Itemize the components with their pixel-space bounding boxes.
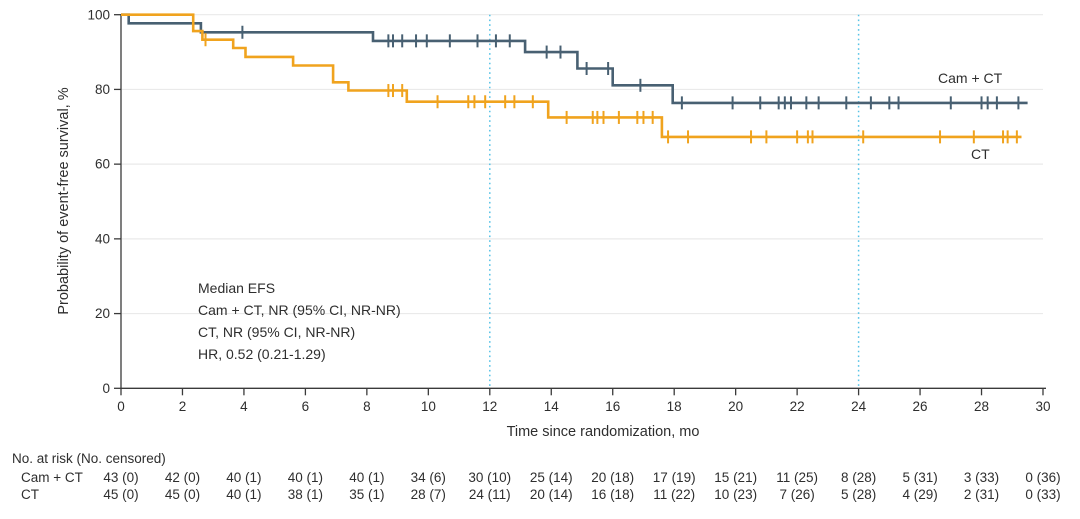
curve-label-ct: CT <box>971 146 990 162</box>
x-tick-label-18: 18 <box>667 399 682 414</box>
risk-value-cam-ct-8mo: 40 (1) <box>349 470 385 485</box>
x-tick-label-22: 22 <box>790 399 805 414</box>
y-tick-label-60: 60 <box>95 157 110 172</box>
y-tick-label-20: 20 <box>95 306 110 321</box>
x-tick-label-6: 6 <box>302 399 310 414</box>
x-tick-label-0: 0 <box>117 399 125 414</box>
x-tick-label-2: 2 <box>179 399 187 414</box>
x-tick-label-16: 16 <box>605 399 620 414</box>
x-axis-label: Time since randomization, mo <box>506 424 700 440</box>
x-tick-label-28: 28 <box>974 399 989 414</box>
risk-row-label-cam-ct: Cam + CT <box>21 470 83 485</box>
y-tick-label-100: 100 <box>87 7 110 22</box>
curve-label-cam-ct: Cam + CT <box>938 70 1003 86</box>
x-tick-label-12: 12 <box>482 399 497 414</box>
risk-table-title: No. at risk (No. censored) <box>12 451 166 466</box>
risk-value-cam-ct-14mo: 25 (14) <box>529 470 573 485</box>
x-tick-label-8: 8 <box>363 399 371 414</box>
y-tick-label-40: 40 <box>95 231 110 246</box>
x-tick-label-10: 10 <box>421 399 436 414</box>
risk-value-ct-4mo: 40 (1) <box>226 487 262 502</box>
y-tick-label-80: 80 <box>95 82 110 97</box>
risk-value-cam-ct-10mo: 34 (6) <box>410 470 446 485</box>
risk-value-cam-ct-12mo: 30 (10) <box>468 470 512 485</box>
risk-row-label-ct: CT <box>21 487 39 502</box>
km-curve-cam-ct <box>121 13 1028 105</box>
x-tick-label-4: 4 <box>240 399 248 414</box>
risk-value-ct-0mo: 45 (0) <box>103 487 139 502</box>
risk-value-cam-ct-28mo: 3 (33) <box>963 470 1000 485</box>
risk-value-cam-ct-0mo: 43 (0) <box>103 470 139 485</box>
risk-value-ct-12mo: 24 (11) <box>468 487 511 502</box>
risk-value-ct-14mo: 20 (14) <box>529 487 573 502</box>
risk-value-cam-ct-18mo: 17 (19) <box>652 470 696 485</box>
risk-value-cam-ct-22mo: 11 (25) <box>776 470 818 485</box>
x-tick-label-30: 30 <box>1035 399 1050 414</box>
risk-value-ct-28mo: 2 (31) <box>963 487 1000 502</box>
risk-value-ct-26mo: 4 (29) <box>902 487 938 502</box>
risk-value-cam-ct-24mo: 8 (28) <box>840 470 877 485</box>
annotation-line-3: CT, NR (95% CI, NR-NR) <box>198 324 356 340</box>
x-tick-label-20: 20 <box>728 399 743 414</box>
risk-value-ct-24mo: 5 (28) <box>840 487 877 502</box>
risk-value-ct-20mo: 10 (23) <box>714 487 758 502</box>
x-tick-label-26: 26 <box>913 399 928 414</box>
x-tick-label-14: 14 <box>544 399 560 414</box>
risk-value-ct-30mo: 0 (33) <box>1025 487 1061 502</box>
risk-value-cam-ct-26mo: 5 (31) <box>902 470 938 485</box>
risk-value-ct-10mo: 28 (7) <box>410 487 446 502</box>
annotation-line-1: Median EFS <box>198 280 276 296</box>
risk-value-ct-6mo: 38 (1) <box>287 487 324 502</box>
risk-value-ct-2mo: 45 (0) <box>164 487 201 502</box>
annotation-line-2: Cam + CT, NR (95% CI, NR-NR) <box>198 302 401 318</box>
median-efs-annotation: Median EFS Cam + CT, NR (95% CI, NR-NR) CT… <box>198 277 401 365</box>
x-tick-label-24: 24 <box>851 399 867 414</box>
y-axis-label: Probability of event-free survival, % <box>56 87 72 315</box>
y-tick-label-0: 0 <box>102 381 110 396</box>
risk-value-cam-ct-16mo: 20 (18) <box>591 470 635 485</box>
risk-value-cam-ct-2mo: 42 (0) <box>164 470 201 485</box>
risk-value-cam-ct-20mo: 15 (21) <box>714 470 758 485</box>
risk-value-ct-18mo: 11 (22) <box>653 487 696 502</box>
risk-value-cam-ct-4mo: 40 (1) <box>226 470 262 485</box>
km-curve-ct <box>121 13 1022 139</box>
risk-value-ct-8mo: 35 (1) <box>349 487 385 502</box>
risk-value-cam-ct-30mo: 0 (36) <box>1025 470 1061 485</box>
risk-value-ct-16mo: 16 (18) <box>591 487 635 502</box>
risk-value-ct-22mo: 7 (26) <box>779 487 815 502</box>
risk-value-cam-ct-6mo: 40 (1) <box>287 470 324 485</box>
annotation-line-4: HR, 0.52 (0.21-1.29) <box>198 346 326 362</box>
